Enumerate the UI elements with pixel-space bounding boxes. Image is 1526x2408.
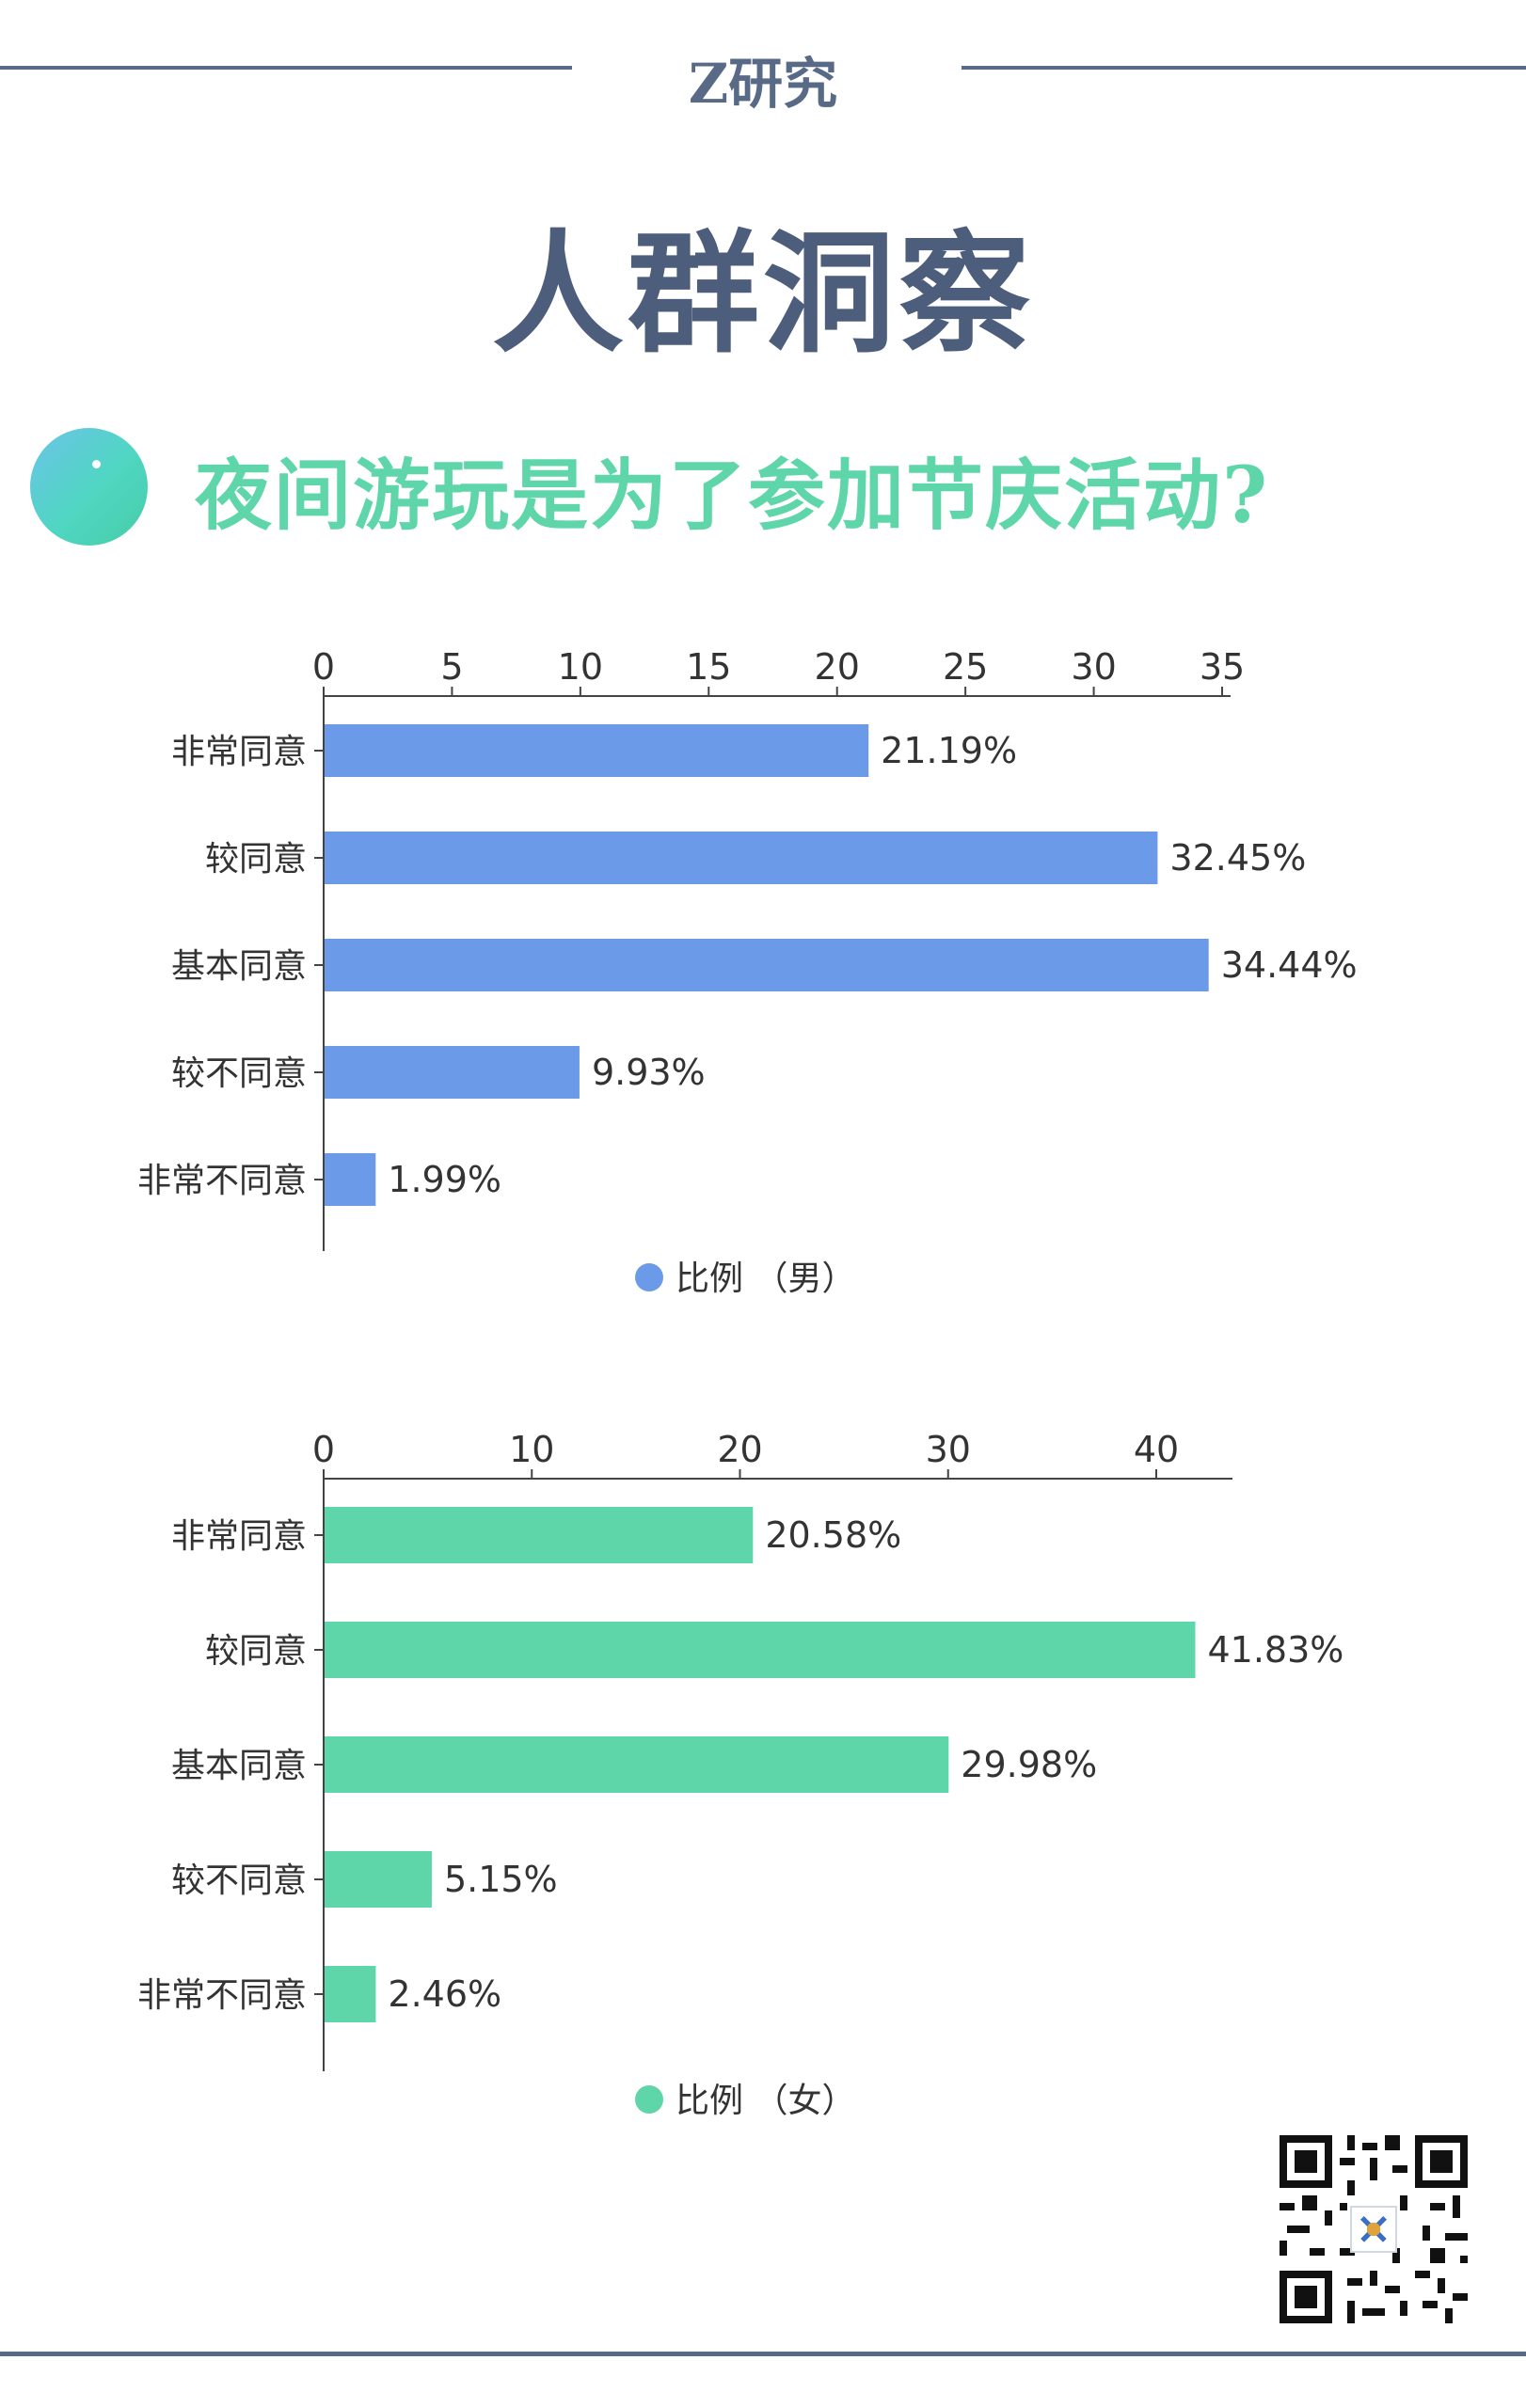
top-rule-right bbox=[962, 66, 1526, 70]
value-label: 5.15% bbox=[444, 1859, 558, 1900]
category-label: 非常不同意 bbox=[137, 1162, 307, 1200]
bar bbox=[325, 1507, 754, 1563]
x-tick-label: 35 bbox=[1200, 646, 1245, 688]
legend-swatch bbox=[635, 1263, 663, 1291]
bottom-rule bbox=[0, 2352, 1526, 2356]
question-bullet-icon bbox=[30, 428, 148, 546]
bar bbox=[325, 1046, 580, 1099]
question-title: 夜间游玩是为了参加节庆活动? bbox=[195, 451, 1270, 541]
value-label: 21.19% bbox=[881, 730, 1017, 771]
x-tick-label: 15 bbox=[686, 646, 731, 688]
category-label: 非常同意 bbox=[171, 733, 307, 771]
x-tick-label: 5 bbox=[440, 646, 463, 688]
value-label: 1.99% bbox=[388, 1159, 501, 1200]
top-rule-left bbox=[0, 66, 572, 70]
legend-swatch bbox=[635, 2085, 663, 2114]
value-label: 20.58% bbox=[765, 1514, 901, 1556]
x-tick-label: 40 bbox=[1134, 1429, 1179, 1470]
category-label: 较不同意 bbox=[171, 1054, 307, 1093]
x-tick-label: 0 bbox=[312, 646, 335, 688]
bar bbox=[325, 724, 869, 777]
value-label: 34.44% bbox=[1221, 944, 1358, 986]
category-label: 非常不同意 bbox=[137, 1976, 307, 2015]
value-label: 2.46% bbox=[388, 1973, 501, 2015]
x-tick-label: 10 bbox=[509, 1429, 554, 1470]
value-label: 32.45% bbox=[1169, 837, 1306, 879]
x-tick-label: 20 bbox=[717, 1429, 762, 1470]
bar bbox=[325, 1736, 949, 1793]
value-label: 9.93% bbox=[592, 1052, 706, 1093]
qr-code-icon bbox=[1280, 2135, 1468, 2323]
chart-svg: 0 10 20 30 40 非常同意 20.58% 较同意 41.83% 基本同意 29.98% 较不… bbox=[137, 1429, 1343, 2120]
bar bbox=[325, 1966, 376, 2022]
chart-svg: 0 5 10 15 20 25 30 35 非常同意 21.19% 较同意 32.45% 基本同意 34.… bbox=[137, 646, 1358, 1298]
bar bbox=[325, 939, 1209, 991]
category-label: 较同意 bbox=[205, 840, 307, 879]
chart-female: 0 10 20 30 40 非常同意 20.58% 较同意 41.83% 基本同意 29.98% 较不… bbox=[0, 1411, 1526, 2145]
category-label: 非常同意 bbox=[171, 1517, 307, 1556]
x-tick-label: 20 bbox=[815, 646, 860, 688]
x-tick-label: 10 bbox=[558, 646, 603, 688]
category-label: 基本同意 bbox=[171, 1747, 307, 1785]
value-label: 29.98% bbox=[961, 1744, 1097, 1785]
x-tick-label: 0 bbox=[312, 1429, 335, 1470]
x-tick-label: 30 bbox=[1071, 646, 1116, 688]
page-title: 人群洞察 bbox=[491, 217, 1034, 372]
brand-label: Z研究 bbox=[688, 52, 838, 116]
bar bbox=[325, 1153, 376, 1206]
chart-male: 0 5 10 15 20 25 30 35 非常同意 21.19% 较同意 32.45% 基本同意 34.… bbox=[0, 621, 1526, 1317]
bar bbox=[325, 832, 1158, 884]
legend-label: 比例 （男） bbox=[676, 1259, 855, 1298]
category-label: 较同意 bbox=[205, 1632, 307, 1671]
x-tick-label: 25 bbox=[943, 646, 988, 688]
bar bbox=[325, 1851, 432, 1908]
legend-label: 比例 （女） bbox=[676, 2082, 855, 2120]
x-tick-label: 30 bbox=[926, 1429, 971, 1470]
category-label: 较不同意 bbox=[171, 1861, 307, 1900]
bar bbox=[325, 1622, 1196, 1678]
value-label: 41.83% bbox=[1207, 1629, 1343, 1671]
category-label: 基本同意 bbox=[171, 947, 307, 986]
